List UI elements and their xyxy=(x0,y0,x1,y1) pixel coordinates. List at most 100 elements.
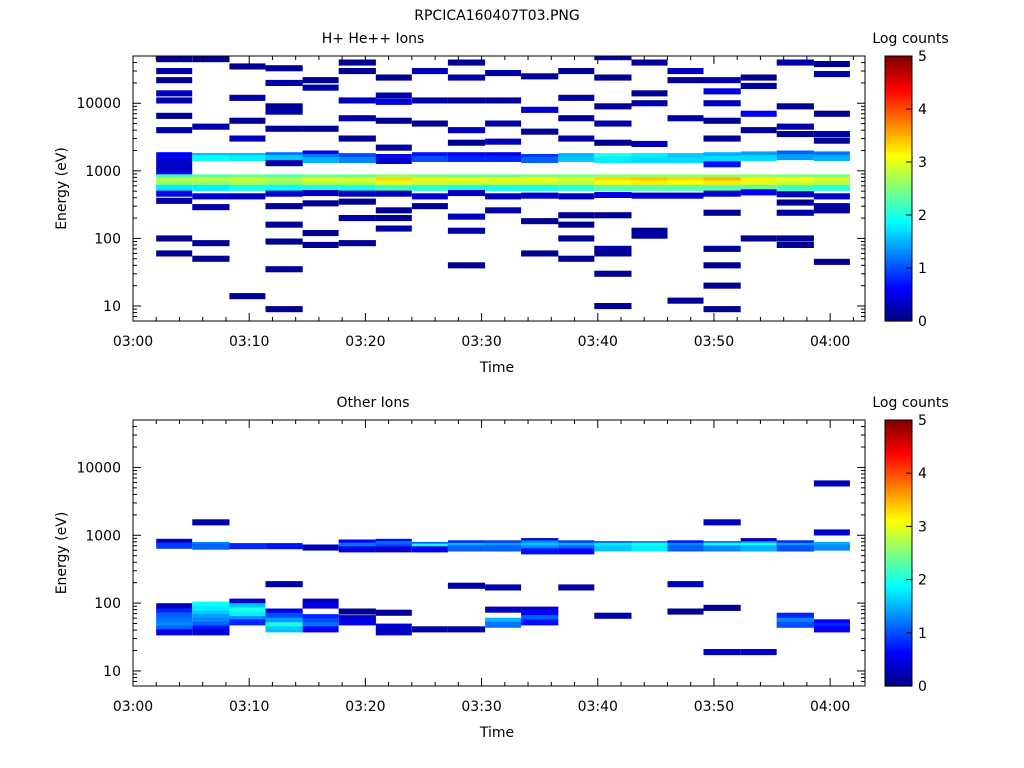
heatmap-cell xyxy=(265,174,303,181)
colorbar-segment xyxy=(885,486,912,490)
colorbar-segment xyxy=(885,191,912,195)
colorbar-segment xyxy=(885,159,912,163)
heatmap-cell xyxy=(776,545,814,552)
heatmap-cell xyxy=(813,71,850,78)
heatmap-cell xyxy=(558,115,595,122)
heatmap-cell xyxy=(302,230,339,237)
heatmap-cell xyxy=(447,155,486,162)
heatmap-cell xyxy=(521,180,559,187)
colorbar-segment xyxy=(885,61,912,65)
colorbar-segment xyxy=(885,553,912,557)
heatmap-cell xyxy=(776,154,814,161)
colorbar-segment xyxy=(885,656,912,660)
colorbar-segment xyxy=(885,502,912,506)
heatmap-cell xyxy=(667,581,704,588)
colorbar-segment xyxy=(885,494,912,498)
colorbar-segment xyxy=(885,547,912,551)
heatmap-cell xyxy=(631,90,668,97)
x-axis-label: Time xyxy=(479,725,514,741)
heatmap-cell xyxy=(594,212,632,219)
heatmap-cell xyxy=(192,240,230,247)
heatmap-cell xyxy=(740,180,777,187)
heatmap-cell xyxy=(703,245,741,252)
colorbar-segment xyxy=(885,475,912,480)
heatmap-cell xyxy=(667,180,704,187)
heatmap-cell xyxy=(485,184,522,191)
heatmap-cell xyxy=(192,519,230,526)
heatmap-cell xyxy=(447,152,486,159)
heatmap-cell xyxy=(338,546,376,553)
colorbar-segment xyxy=(885,244,912,248)
colorbar-segment xyxy=(885,425,912,429)
colorbar-segment xyxy=(885,151,912,155)
colorbar-segment xyxy=(885,672,912,676)
colorbar-segment xyxy=(885,659,912,663)
heatmap-cell xyxy=(302,84,339,91)
heatmap-cell xyxy=(667,545,704,552)
colorbar-segment xyxy=(885,640,912,645)
x-tick-label: 03:40 xyxy=(578,699,618,715)
colorbar-segment xyxy=(885,225,912,229)
colorbar-segment xyxy=(885,63,912,68)
heatmap-cell xyxy=(375,190,412,197)
heatmap-cell xyxy=(485,174,522,181)
heatmap-cell xyxy=(485,70,522,77)
heatmap-cell xyxy=(447,127,486,134)
colorbar-segment xyxy=(885,598,912,602)
heatmap-cell xyxy=(265,266,303,273)
heatmap-cell xyxy=(229,154,266,161)
heatmap-cell xyxy=(558,94,595,101)
colorbar-tick-label: 2 xyxy=(918,208,927,224)
heatmap-cell xyxy=(302,200,339,207)
heatmap-cell xyxy=(594,612,632,619)
heatmap-cell xyxy=(521,73,559,80)
colorbar-segment xyxy=(885,595,912,599)
heatmap-cell xyxy=(776,241,814,248)
colorbar-segment xyxy=(885,93,912,97)
colorbar-segment xyxy=(885,305,912,309)
heatmap-cell xyxy=(156,542,193,549)
y-tick-label: 10 xyxy=(103,299,121,315)
x-tick-label: 03:20 xyxy=(345,334,385,350)
heatmap-cell xyxy=(156,174,193,181)
heatmap-cell xyxy=(521,548,559,555)
colorbar-segment xyxy=(885,199,912,203)
colorbar-segment xyxy=(885,130,912,134)
colorbar-segment xyxy=(885,69,912,73)
heatmap-cell xyxy=(411,97,448,104)
heatmap-cell xyxy=(521,619,559,626)
heatmap-cell xyxy=(156,169,193,176)
colorbar-segment xyxy=(885,521,912,525)
x-tick-label: 03:30 xyxy=(461,699,501,715)
colorbar-tick-label: 4 xyxy=(918,466,927,482)
colorbar-segment xyxy=(885,662,912,666)
x-tick-label: 03:00 xyxy=(113,699,153,715)
colorbar-segment xyxy=(885,217,912,221)
heatmap-cell xyxy=(338,240,376,247)
heatmap-cell xyxy=(776,103,814,110)
heatmap-cell xyxy=(813,622,850,629)
heatmap-cell xyxy=(265,622,303,629)
colorbar-segment xyxy=(885,582,912,586)
heatmap-cell xyxy=(631,227,668,234)
colorbar-segment xyxy=(885,542,912,546)
x-tick-label: 03:20 xyxy=(345,699,385,715)
heatmap-cell xyxy=(447,626,486,633)
colorbar-segment xyxy=(885,95,912,99)
colorbar-segment xyxy=(885,156,912,160)
heatmap-cell xyxy=(740,127,777,134)
colorbar-segment xyxy=(885,537,912,541)
colorbar-segment xyxy=(885,71,912,76)
heatmap-cell xyxy=(485,207,522,214)
colorbar-segment xyxy=(885,233,912,237)
heatmap-cell xyxy=(265,626,303,633)
heatmap-cell xyxy=(156,180,193,187)
heatmap-cell xyxy=(302,544,339,551)
heatmap-cell xyxy=(813,207,850,214)
heatmap-cell xyxy=(594,180,632,187)
colorbar-segment xyxy=(885,122,912,126)
colorbar-segment xyxy=(885,563,912,567)
heatmap-cell xyxy=(631,184,668,191)
heatmap-cell xyxy=(703,604,741,611)
